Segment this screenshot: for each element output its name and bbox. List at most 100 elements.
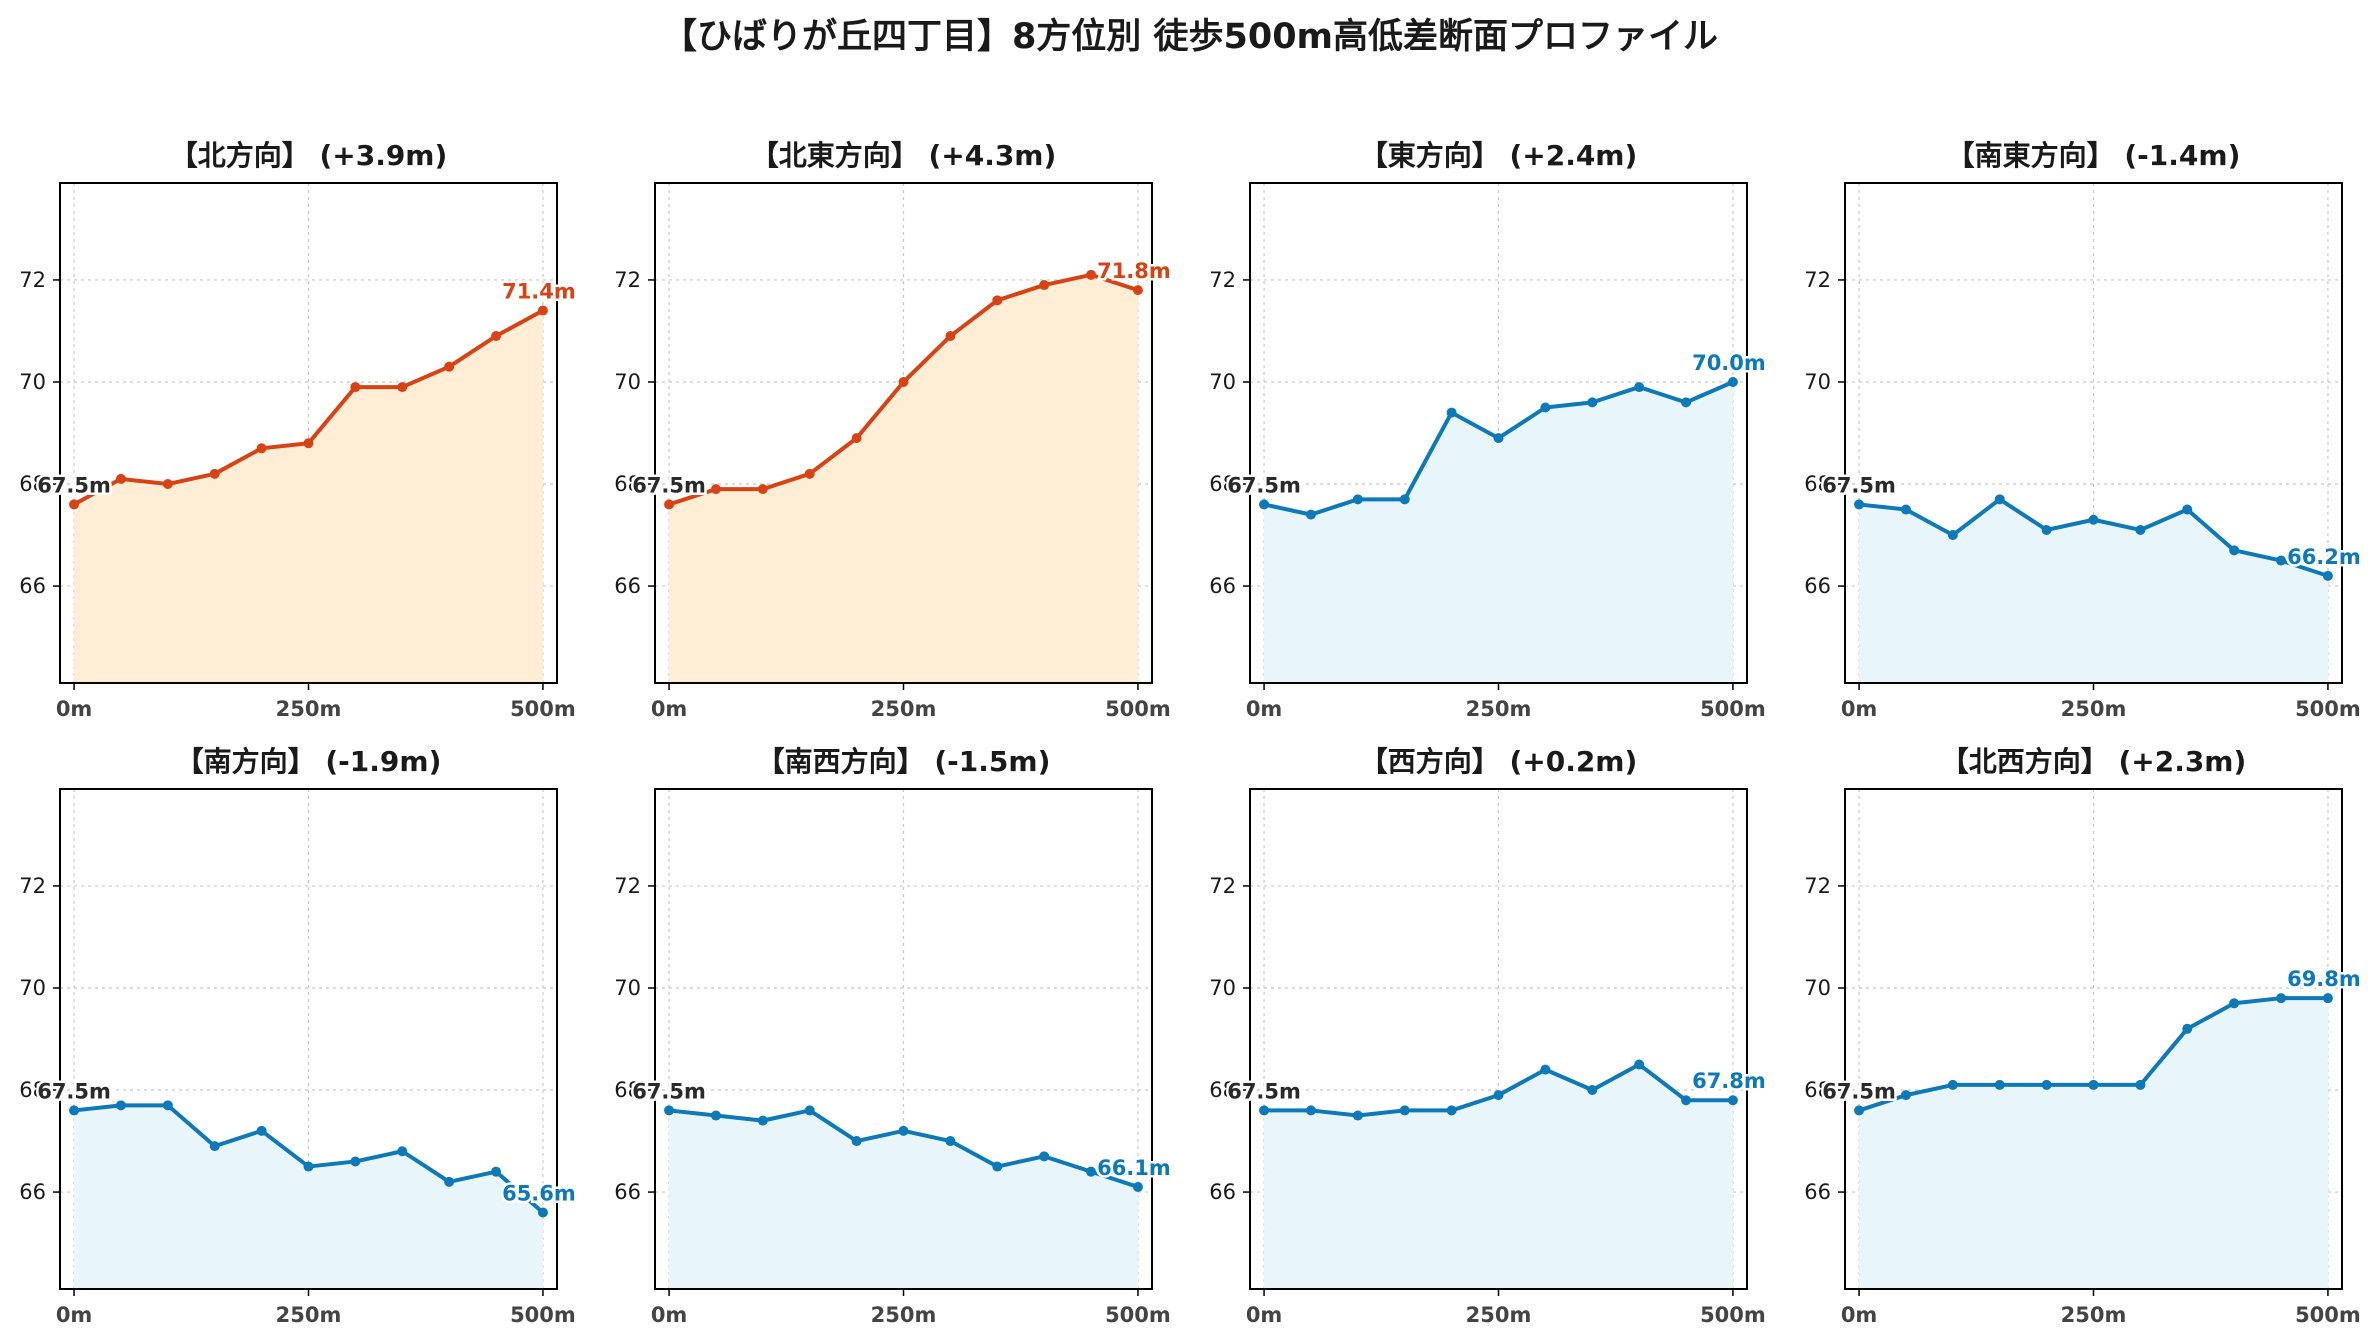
area-fill xyxy=(1859,499,2328,683)
data-point xyxy=(1086,1166,1097,1177)
main-title: 【ひばりが丘四丁目】8方位別 徒歩500m高低差断面プロファイル xyxy=(661,17,1719,57)
data-point xyxy=(350,1156,361,1167)
data-point xyxy=(1681,397,1692,408)
end-value-label: 71.8m xyxy=(1097,259,1171,283)
data-point xyxy=(1086,269,1097,280)
area-fill xyxy=(1859,998,2328,1289)
start-value-label: 67.5m xyxy=(37,473,111,497)
data-point xyxy=(1446,407,1457,418)
y-tick-label: 66 xyxy=(1209,1180,1236,1204)
x-tick-label: 0m xyxy=(1246,1303,1283,1327)
data-point xyxy=(1305,509,1316,520)
data-point xyxy=(350,382,361,393)
panel-4: 【南方向】 (-1.9m) 66 68 70 72 0m 250m 500m 67.5m 65.6… xyxy=(19,745,578,1327)
data-point xyxy=(397,1146,408,1157)
data-point xyxy=(1352,494,1363,505)
data-point xyxy=(1132,285,1143,296)
data-point xyxy=(1587,1085,1598,1096)
data-point xyxy=(1540,1064,1551,1075)
data-point xyxy=(992,1161,1003,1172)
y-tick-label: 72 xyxy=(614,268,641,292)
x-tick-label: 250m xyxy=(1466,1303,1532,1327)
data-point xyxy=(303,1161,314,1172)
area-fill xyxy=(669,1110,1138,1289)
data-point xyxy=(1446,1105,1457,1116)
data-point xyxy=(1399,494,1410,505)
data-point xyxy=(664,1105,675,1116)
panel-title: 【北西方向】 (+2.3m) xyxy=(1941,745,2247,778)
data-point xyxy=(2276,993,2287,1004)
x-tick-label: 500m xyxy=(2295,697,2361,721)
data-point xyxy=(1634,382,1645,393)
panel-title: 【北方向】 (+3.9m) xyxy=(170,139,448,172)
end-value-label: 66.2m xyxy=(2287,545,2361,569)
y-tick-label: 68 xyxy=(614,472,641,496)
data-point xyxy=(851,1136,862,1147)
x-tick-label: 500m xyxy=(510,1303,576,1327)
y-tick-label: 66 xyxy=(19,1180,46,1204)
end-value-label: 65.6m xyxy=(502,1181,576,1205)
panel-6: 【西方向】 (+0.2m) 66 68 70 72 0m 250m 500m 67.5m 67.8… xyxy=(1209,745,1768,1327)
area-fill xyxy=(669,274,1138,683)
start-value-label: 67.5m xyxy=(1227,473,1301,497)
x-tick-label: 500m xyxy=(1105,1303,1171,1327)
data-point xyxy=(1039,280,1050,291)
panel-2: 【東方向】 (+2.4m) 66 68 70 72 0m 250m 500m 67.5m 70.0… xyxy=(1209,139,1768,721)
end-value-label: 69.8m xyxy=(2287,967,2361,991)
data-point xyxy=(162,1100,173,1111)
data-point xyxy=(1540,402,1551,413)
y-tick-label: 68 xyxy=(1804,1078,1831,1102)
data-point xyxy=(804,468,815,479)
panel-title: 【西方向】 (+0.2m) xyxy=(1360,745,1638,778)
y-tick-label: 72 xyxy=(1804,268,1831,292)
x-tick-label: 500m xyxy=(1700,697,1766,721)
y-tick-label: 68 xyxy=(1209,472,1236,496)
start-value-label: 67.5m xyxy=(632,473,706,497)
y-tick-label: 66 xyxy=(614,1180,641,1204)
y-tick-label: 70 xyxy=(614,370,641,394)
area-fill xyxy=(1264,381,1733,683)
end-value-label: 70.0m xyxy=(1692,351,1766,375)
data-point xyxy=(69,1105,80,1116)
end-value-label: 67.8m xyxy=(1692,1069,1766,1093)
data-point xyxy=(2088,1079,2099,1090)
y-tick-label: 70 xyxy=(1804,370,1831,394)
x-tick-label: 250m xyxy=(2061,1303,2127,1327)
y-tick-label: 72 xyxy=(614,874,641,898)
data-point xyxy=(2182,504,2193,515)
data-point xyxy=(757,1115,768,1126)
data-point xyxy=(1681,1095,1692,1106)
data-point xyxy=(804,1105,815,1116)
end-value-label: 66.1m xyxy=(1097,1156,1171,1180)
panel-7: 【北西方向】 (+2.3m) 66 68 70 72 0m 250m 500m 67.5m 69.… xyxy=(1804,745,2363,1327)
y-tick-label: 70 xyxy=(1804,976,1831,1000)
data-point xyxy=(209,1141,220,1152)
data-point xyxy=(209,468,220,479)
y-tick-label: 70 xyxy=(1209,370,1236,394)
data-point xyxy=(1493,433,1504,444)
data-point xyxy=(2182,1023,2193,1034)
data-point xyxy=(1900,1090,1911,1101)
y-tick-label: 70 xyxy=(19,976,46,1000)
data-point xyxy=(491,331,502,342)
data-point xyxy=(664,499,675,510)
data-point xyxy=(710,1110,721,1121)
x-tick-label: 500m xyxy=(510,697,576,721)
data-point xyxy=(1947,530,1958,541)
data-point xyxy=(1994,1079,2005,1090)
x-tick-label: 0m xyxy=(1841,1303,1878,1327)
data-point xyxy=(303,438,314,449)
data-point xyxy=(115,1100,126,1111)
data-point xyxy=(2088,514,2099,525)
data-point xyxy=(1947,1079,1958,1090)
data-point xyxy=(1039,1151,1050,1162)
data-point xyxy=(2322,993,2333,1004)
y-tick-label: 70 xyxy=(1209,976,1236,1000)
data-point xyxy=(115,473,126,484)
data-point xyxy=(537,305,548,316)
data-point xyxy=(1305,1105,1316,1116)
y-tick-label: 72 xyxy=(19,268,46,292)
panel-1: 【北東方向】 (+4.3m) 66 68 70 72 0m 250m 500m 67.5m 71.… xyxy=(614,139,1173,721)
data-point xyxy=(69,499,80,510)
